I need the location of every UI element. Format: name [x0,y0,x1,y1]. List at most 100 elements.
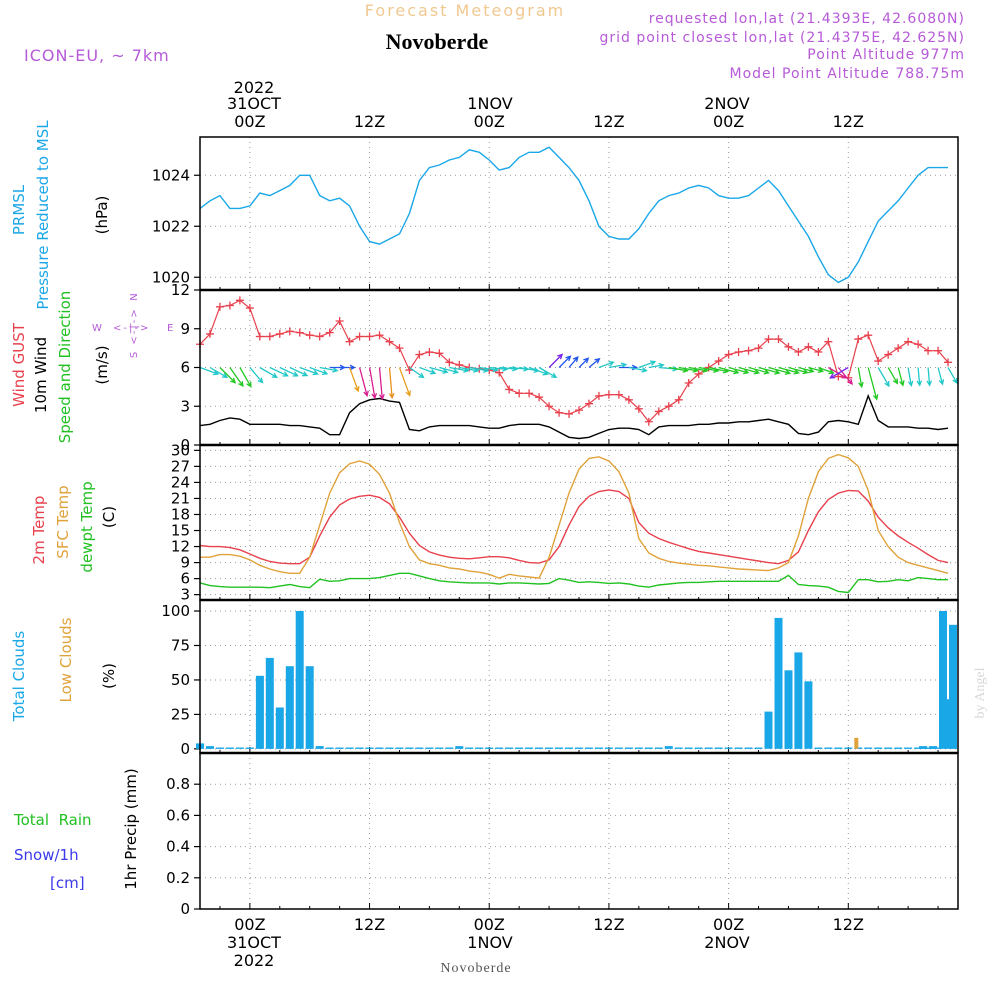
footer-station: Novoberde [440,961,511,976]
wind-arrow-69 [887,367,899,385]
cloud-bar-4 [235,747,244,749]
cloud-bar-6 [255,675,264,749]
temperature-ytick-label-6: 21 [171,489,190,507]
wind-arrow-1 [209,366,229,379]
cloud-bar-29 [485,747,494,749]
wind-gust-line [199,299,949,423]
wind-arrow-21 [409,366,425,379]
temperature-ytick-label-5: 18 [171,505,190,523]
wind-arrow-20 [398,367,411,397]
wind-arrow-24 [439,366,460,375]
temperature-ytick-label-3: 12 [171,538,190,556]
temp-legend: 2m Temp SFC Temp dewpt Temp (C) [30,481,118,572]
wind-arrow-38 [578,357,590,368]
cloud-bar-31 [505,747,514,749]
cloud-tail-bar-1 [929,746,938,749]
gust-marker-15 [345,337,354,346]
temp2m-label: 2m Temp [30,496,48,565]
wind-arrow-65 [829,366,849,379]
cloud-bar-8 [275,707,284,749]
bottom-date-3: 2NOV [704,933,749,952]
bottom-year: 2022 [234,951,275,970]
sfc-temp-label: SFC Temp [54,485,72,558]
wind-arrow-52 [718,366,740,375]
panel-clouds: 0 25 50 75 100 [161,599,959,758]
precip-legend: Total Rain Snow/1h [cm] 1hr Precip (mm) [13,768,140,892]
wind-arrow-12 [319,366,339,373]
gust-marker-39 [584,399,593,408]
wind-arrow-3 [229,367,244,388]
cloud-bar-9 [285,666,294,749]
cloud-bar-36 [555,747,564,749]
cloud-bar-41 [604,747,613,749]
wind-arrow-4 [239,367,252,388]
wind-dir-label: Speed and Direction [56,291,74,444]
gust-marker-35 [545,402,554,411]
gust-marker-23 [425,348,434,356]
wind-arrow-23 [429,366,449,374]
wind-arrow-58 [778,366,800,375]
cloud-bar-71 [904,747,913,749]
wind-ytick-label-1: 3 [180,397,190,415]
clouds-ytick-label-1: 25 [171,705,190,723]
gust-marker-62 [814,348,823,356]
gust-marker-7 [265,332,274,341]
cloud-bar-20 [395,747,404,749]
cloud-bar-2 [216,747,224,749]
wind-arrow-39 [588,357,601,368]
wind-arrow-55 [748,366,770,375]
gust-marker-14 [335,317,344,325]
cloud-bar-25 [445,747,454,749]
gust-marker-74 [934,346,943,355]
cloud-bar-50 [694,747,703,749]
gust-marker-59 [784,342,793,351]
precip-ytick-label-1: 0.2 [166,869,190,887]
panel-precip: 0 0.2 0.4 0.6 0.8 [166,752,959,918]
wind-arrow-75 [947,367,958,385]
wind-arrow-17 [368,367,378,400]
clouds-ytick-label-3: 75 [171,636,190,654]
pressure-series-prmsl [199,146,948,284]
wind-arrow-67 [867,367,879,401]
precip-ytick-label-0: 0 [180,900,190,918]
wind-arrow-74 [937,367,945,386]
compass-s: S [129,352,140,358]
wind-arrow-41 [608,362,628,369]
wind-arrow-68 [877,367,890,388]
precip-ytick-label-2: 0.4 [166,838,190,856]
gust-marker-49 [684,379,693,387]
cloud-bar-46 [654,747,663,749]
gust-marker-54 [734,348,743,356]
pressure-unit: (hPa) [93,196,111,235]
cloud-bar-73 [924,747,933,749]
wind-arrow-14 [339,364,356,371]
gust-marker-66 [854,335,863,344]
wind-ytick-label-0: 0 [180,436,190,454]
gust-marker-58 [774,335,783,344]
clouds-ytick-label-2: 50 [171,671,190,689]
cloud-bar-48 [674,747,683,749]
snow-unit: [cm] [50,874,85,892]
wind-arrow-44 [638,360,657,369]
temperature-ytick-label-2: 9 [180,554,190,572]
top-tick-5: 12Z [833,112,864,131]
gust-marker-17 [365,332,374,341]
wind-arrow-15 [348,367,360,393]
wind-arrow-70 [897,367,905,387]
cloud-bar-59 [784,670,793,749]
cloud-bar-43 [624,747,633,749]
temperature-series-sfc-temp [200,453,949,579]
cloud-bar-15 [345,747,354,749]
low-clouds-label: Low Clouds [57,617,75,702]
gust-marker-40 [594,391,603,400]
cloud-bar-28 [475,747,484,749]
panels: 1020102210240369123691215182124273002550… [152,136,959,918]
top-year: 2022 [234,78,275,97]
snow-label: Snow/1h [14,846,79,864]
top-tick-3: 12Z [593,112,624,131]
compass-arrows-vertical: <-|-> [129,307,140,344]
gust-marker-42 [614,390,623,399]
temperature-series-2m-temp [199,489,949,565]
